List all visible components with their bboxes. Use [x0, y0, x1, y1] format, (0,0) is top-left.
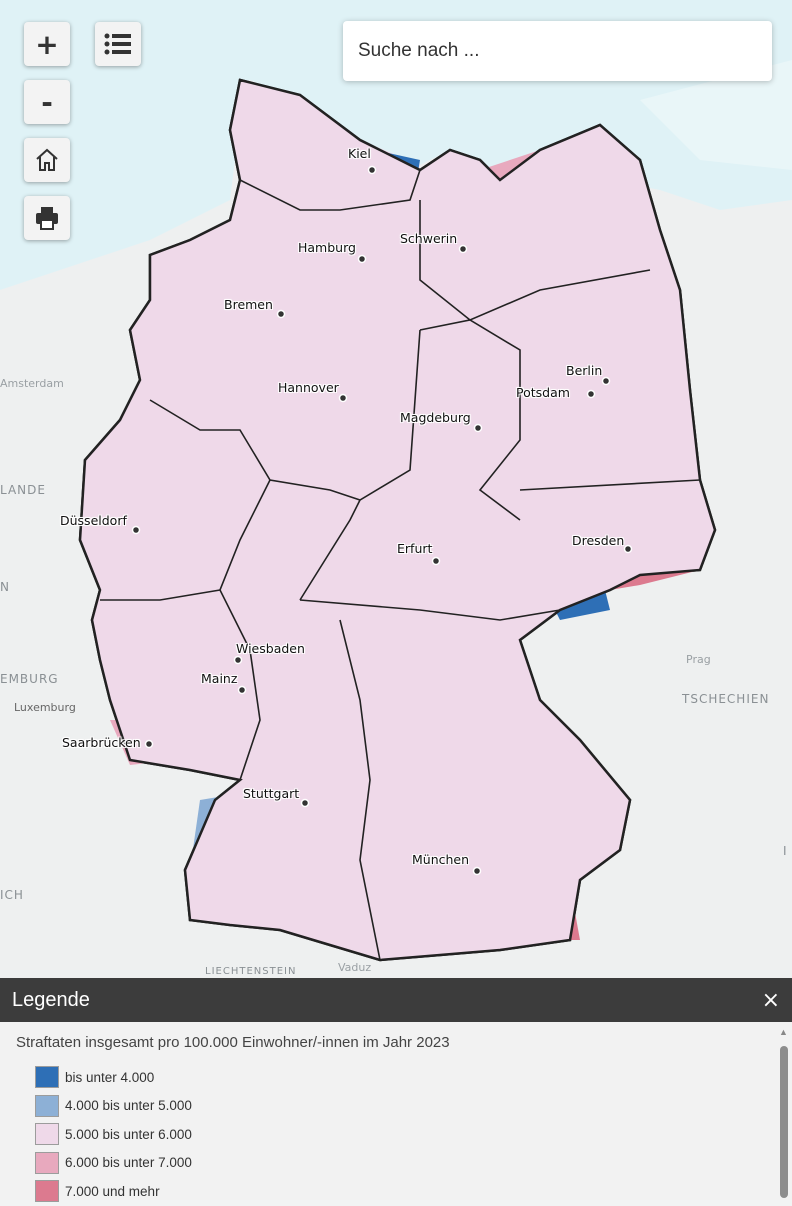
- legend-item: 4.000 bis unter 5.000: [16, 1092, 776, 1121]
- city-label-hamburg: Hamburg: [298, 240, 356, 255]
- city-label-magdeburg: Magdeburg: [400, 410, 471, 425]
- city-label-mainz: Mainz: [201, 671, 238, 686]
- legend-item: 7.000 und mehr: [16, 1177, 776, 1206]
- layer-list-button[interactable]: [95, 22, 141, 66]
- legend-title: Legende: [12, 988, 90, 1011]
- basemap-label: Luxemburg: [14, 701, 76, 714]
- legend-panel: Legende × Straftaten insgesamt pro 100.0…: [0, 978, 792, 1203]
- city-label-duesseldorf: Düsseldorf: [60, 513, 127, 528]
- list-icon: [104, 33, 131, 55]
- city-label-dresden: Dresden: [572, 533, 625, 548]
- basemap-label: Prag: [686, 653, 711, 666]
- legend-item: bis unter 4.000: [16, 1063, 776, 1092]
- sea-east: [640, 60, 792, 170]
- city-label-potsdam: Potsdam: [516, 385, 570, 400]
- search-input[interactable]: [343, 39, 772, 63]
- legend-swatch: [35, 1123, 59, 1146]
- legend-subtitle: Straftaten insgesamt pro 100.000 Einwohn…: [16, 1034, 450, 1051]
- basemap-label: LANDE: [0, 483, 46, 497]
- legend-label: 4.000 bis unter 5.000: [65, 1098, 192, 1114]
- legend-scrollbar[interactable]: ▲: [777, 1026, 790, 1200]
- close-icon[interactable]: ×: [761, 987, 780, 1013]
- legend-label: 6.000 bis unter 7.000: [65, 1155, 192, 1171]
- city-label-berlin: Berlin: [566, 363, 603, 378]
- city-label-hannover: Hannover: [278, 380, 339, 395]
- city-markers: [131, 165, 633, 876]
- city-label-kiel: Kiel: [348, 146, 371, 161]
- basemap-label: N: [0, 580, 10, 594]
- basemap-label: Amsterdam: [0, 377, 64, 390]
- city-label-saarbruecken: Saarbrücken: [62, 735, 141, 750]
- legend-label: bis unter 4.000: [65, 1069, 155, 1085]
- basemap-label: ICH: [0, 888, 24, 902]
- legend-header: Legende ×: [0, 978, 792, 1022]
- legend-swatch: [35, 1151, 59, 1174]
- home-button[interactable]: [24, 138, 70, 182]
- search-box: [343, 21, 772, 81]
- map-svg[interactable]: [0, 0, 792, 978]
- basemap-label: I: [783, 844, 788, 858]
- basemap-label: TSCHECHIEN: [682, 692, 770, 706]
- legend-label: 5.000 bis unter 6.000: [65, 1126, 192, 1142]
- legend-swatch: [35, 1094, 59, 1117]
- legend-label: 7.000 und mehr: [65, 1183, 160, 1199]
- legend-swatch: [35, 1180, 59, 1203]
- basemap-label: LIECHTENSTEIN: [205, 966, 297, 977]
- printer-icon: [36, 207, 58, 230]
- state-borders: [100, 169, 701, 961]
- city-label-wiesbaden: Wiesbaden: [236, 641, 305, 656]
- city-label-erfurt: Erfurt: [397, 541, 433, 556]
- scroll-thumb[interactable]: [780, 1046, 788, 1198]
- city-label-schwerin: Schwerin: [400, 231, 458, 246]
- legend-item: 5.000 bis unter 6.000: [16, 1120, 776, 1149]
- home-icon: [36, 148, 58, 171]
- city-label-muenchen: München: [412, 852, 470, 867]
- zoom-out-button[interactable]: -: [24, 80, 70, 124]
- basemap-label: Vaduz: [338, 961, 372, 974]
- city-label-stuttgart: Stuttgart: [243, 786, 300, 801]
- basemap-label: EMBURG: [0, 672, 59, 686]
- legend-body: Straftaten insgesamt pro 100.000 Einwohn…: [0, 1022, 792, 1203]
- print-button[interactable]: [24, 196, 70, 240]
- legend-item: 6.000 bis unter 7.000: [16, 1149, 776, 1178]
- city-label-bremen: Bremen: [224, 297, 273, 312]
- map-canvas[interactable]: Amsterdam LANDE N EMBURG Luxemburg Prag …: [0, 0, 792, 978]
- legend-swatch: [35, 1066, 59, 1089]
- scroll-up-icon[interactable]: ▲: [779, 1027, 788, 1037]
- zoom-in-button[interactable]: +: [24, 22, 70, 66]
